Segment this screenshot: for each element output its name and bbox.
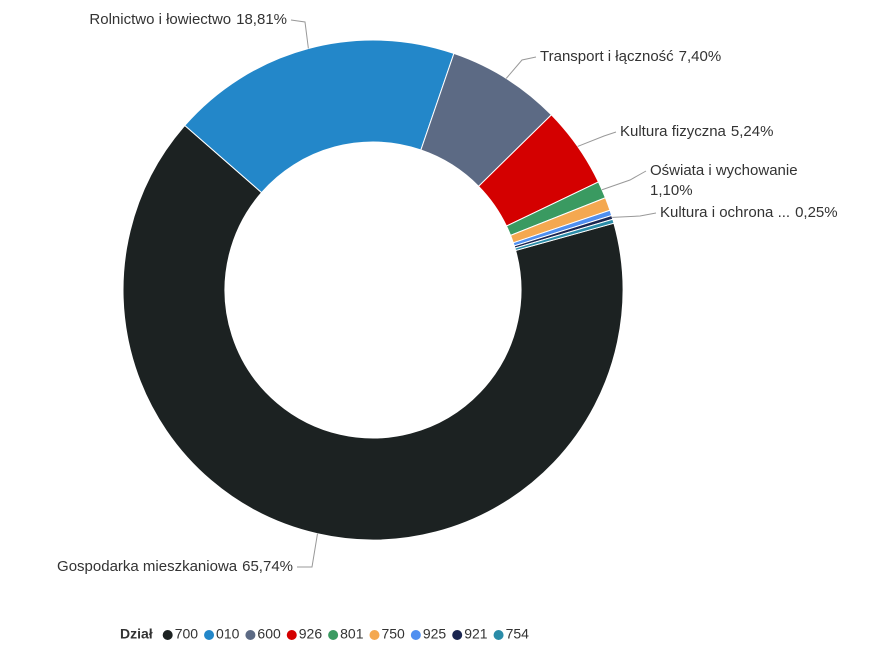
legend-marker	[204, 630, 215, 640]
label-value: 1,10%	[650, 182, 693, 199]
connector	[297, 533, 318, 568]
connector	[577, 131, 617, 147]
legend-label: 750	[381, 626, 405, 642]
label-value: 0,25%	[795, 204, 838, 221]
label-name: Oświata i wychowanie	[650, 162, 798, 179]
slice	[184, 39, 455, 194]
legend-marker	[245, 630, 256, 640]
legend-label: 921	[464, 626, 488, 642]
label-name: Transport i łączność	[540, 48, 674, 65]
legend-marker	[328, 630, 339, 640]
legend-label: 010	[216, 626, 240, 642]
slice	[514, 218, 615, 252]
connector	[505, 56, 537, 79]
legend-marker	[369, 630, 380, 640]
connector	[612, 212, 657, 218]
legend-marker	[452, 630, 463, 640]
label-value: 5,24%	[731, 123, 774, 140]
legend-label: 925	[423, 626, 447, 642]
label-name: Rolnictwo i łowiectwo	[89, 11, 231, 28]
legend-marker	[410, 630, 421, 640]
legend-marker	[286, 630, 297, 640]
legend-label: 600	[257, 626, 281, 642]
legend-label: 801	[340, 626, 364, 642]
data-label: Oświata i wychowanie 1,10%	[650, 162, 798, 199]
legend-title: Dział	[120, 626, 153, 642]
data-label: Kultura fizyczna 5,24%	[620, 123, 773, 140]
slice	[122, 124, 624, 541]
legend-label: 700	[175, 626, 199, 642]
legend-label: 926	[299, 626, 323, 642]
label-name: Gospodarka mieszkaniowa	[57, 558, 238, 575]
connector	[290, 19, 309, 49]
data-label: Transport i łączność 7,40%	[540, 48, 721, 65]
data-label: Rolnictwo i łowiectwo 18,81%	[89, 11, 287, 28]
legend-marker	[162, 630, 173, 640]
label-value: 7,40%	[679, 48, 722, 65]
label-name: Kultura fizyczna	[620, 123, 727, 140]
data-label: Kultura i ochrona ... 0,25%	[660, 204, 838, 221]
connector	[601, 170, 647, 191]
data-label: Gospodarka mieszkaniowa 65,74%	[57, 558, 293, 575]
label-name: Kultura i ochrona ...	[660, 204, 790, 221]
label-value: 65,74%	[242, 558, 293, 575]
label-value: 18,81%	[236, 11, 287, 28]
legend-label: 754	[506, 626, 530, 642]
legend-marker	[493, 630, 504, 640]
